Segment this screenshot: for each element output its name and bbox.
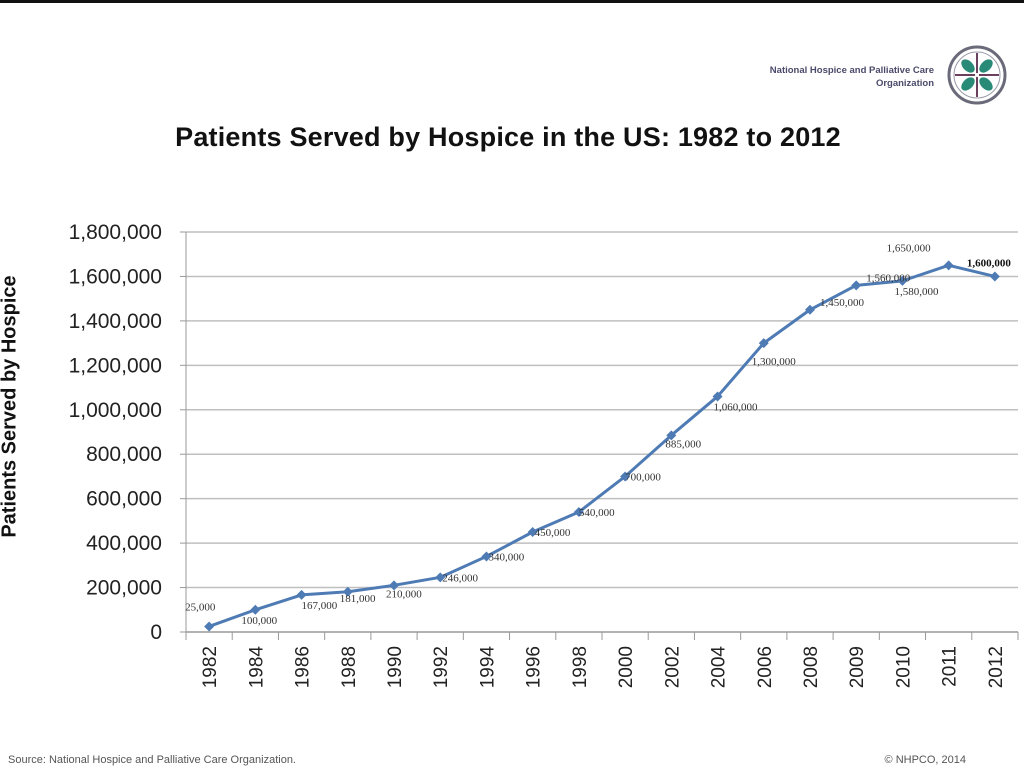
y-tick-label: 200,000 bbox=[86, 577, 162, 600]
data-label: 540,000 bbox=[579, 507, 615, 519]
x-tick-label: 2004 bbox=[709, 646, 730, 689]
data-point-marker bbox=[527, 527, 538, 537]
y-tick-label: 800,000 bbox=[86, 443, 162, 466]
series-line bbox=[208, 263, 996, 628]
copyright-note: © NHPCO, 2014 bbox=[884, 754, 966, 766]
data-point-marker bbox=[943, 260, 954, 271]
data-point-marker bbox=[989, 271, 1000, 282]
org-name-line1: National Hospice and Palliative Care bbox=[769, 65, 934, 76]
data-point-marker bbox=[342, 586, 353, 597]
chart-title: Patients Served by Hospice in the US: 19… bbox=[175, 122, 841, 152]
x-tick-label: 2006 bbox=[755, 646, 776, 688]
x-tick-label: 1982 bbox=[200, 646, 221, 688]
y-tick-label: 1,800,000 bbox=[69, 221, 162, 244]
nhpco-logo-icon bbox=[947, 45, 1007, 105]
data-label: 1,300,000 bbox=[752, 356, 797, 368]
x-tick-label: 2008 bbox=[801, 646, 822, 688]
data-label: 1,450,000 bbox=[820, 297, 865, 309]
data-label: 1,580,000 bbox=[894, 286, 939, 298]
x-tick-label: 1994 bbox=[477, 646, 498, 689]
x-tick-label: 1996 bbox=[524, 646, 545, 688]
y-tick-label: 400,000 bbox=[86, 532, 162, 555]
x-tick-label: 2012 bbox=[986, 646, 1007, 688]
x-tick-labels: 1982 1984 1986 1988 1990 1992 1994 1996 1998 2000… bbox=[200, 646, 1007, 689]
data-point-marker bbox=[435, 572, 446, 583]
top-border bbox=[0, 0, 1024, 3]
data-label: 1,060,000 bbox=[714, 401, 759, 413]
y-tick-label: 1,600,000 bbox=[69, 265, 162, 288]
data-label: 1,560,000 bbox=[866, 272, 911, 284]
y-tick-label: 0 bbox=[150, 621, 162, 644]
data-label: 1,650,000 bbox=[887, 242, 932, 254]
data-label: 340,000 bbox=[488, 551, 524, 563]
y-tick-labels: 0 200,000 400,000 600,000 800,000 1,000,000 1,… bbox=[69, 221, 162, 644]
x-tick-label: 1992 bbox=[431, 646, 452, 688]
source-note: Source: National Hospice and Palliative … bbox=[8, 754, 296, 766]
data-point-marker bbox=[204, 621, 215, 632]
data-label: 25,000 bbox=[185, 601, 216, 613]
data-point-marker bbox=[712, 391, 723, 402]
data-label: 181,000 bbox=[340, 593, 376, 605]
data-point-marker bbox=[897, 275, 908, 286]
data-point-marker bbox=[666, 430, 677, 441]
gridlines bbox=[186, 231, 1018, 589]
data-label: 100,000 bbox=[241, 615, 277, 627]
x-tick-label: 1990 bbox=[385, 646, 406, 688]
data-point-marker bbox=[389, 580, 399, 591]
x-tick-label: 1986 bbox=[293, 646, 314, 688]
x-tick-label: 2009 bbox=[847, 646, 868, 688]
axes bbox=[180, 231, 1019, 640]
y-tick-label: 600,000 bbox=[86, 488, 162, 511]
org-name-line2: Organization bbox=[875, 78, 934, 89]
y-tick-label: 1,400,000 bbox=[69, 310, 162, 333]
data-label: 450,000 bbox=[535, 527, 571, 539]
y-tick-label: 1,200,000 bbox=[69, 354, 162, 377]
data-label: 246,000 bbox=[442, 572, 478, 584]
x-tick-label: 2000 bbox=[616, 646, 637, 688]
series-line-patients-served bbox=[208, 263, 996, 628]
data-point-marker bbox=[296, 589, 307, 600]
data-point-marker bbox=[250, 604, 261, 615]
data-label: 210,000 bbox=[386, 588, 422, 600]
data-point-marker bbox=[481, 551, 492, 562]
data-point-marker bbox=[620, 471, 631, 482]
x-tick-label: 2010 bbox=[893, 646, 914, 688]
x-tick-label: 1988 bbox=[339, 646, 360, 688]
data-label: 167,000 bbox=[302, 600, 338, 612]
x-tick-label: 1998 bbox=[570, 646, 591, 688]
data-point-marker bbox=[805, 304, 815, 315]
org-name: National Hospice and Palliative Care Org… bbox=[770, 64, 934, 90]
data-point-marker bbox=[573, 507, 584, 517]
x-tick-label: 1984 bbox=[246, 646, 267, 689]
x-tick-label: 2011 bbox=[940, 646, 961, 687]
data-label: 700,000 bbox=[625, 471, 661, 483]
data-point-marker bbox=[851, 280, 862, 291]
data-label: 1,600,000 bbox=[967, 257, 1012, 269]
data-markers bbox=[204, 260, 1000, 632]
data-point-marker bbox=[758, 338, 769, 349]
x-tick-label: 2002 bbox=[662, 646, 683, 688]
data-label: 885,000 bbox=[665, 438, 701, 450]
y-tick-label: 1,000,000 bbox=[69, 399, 162, 422]
